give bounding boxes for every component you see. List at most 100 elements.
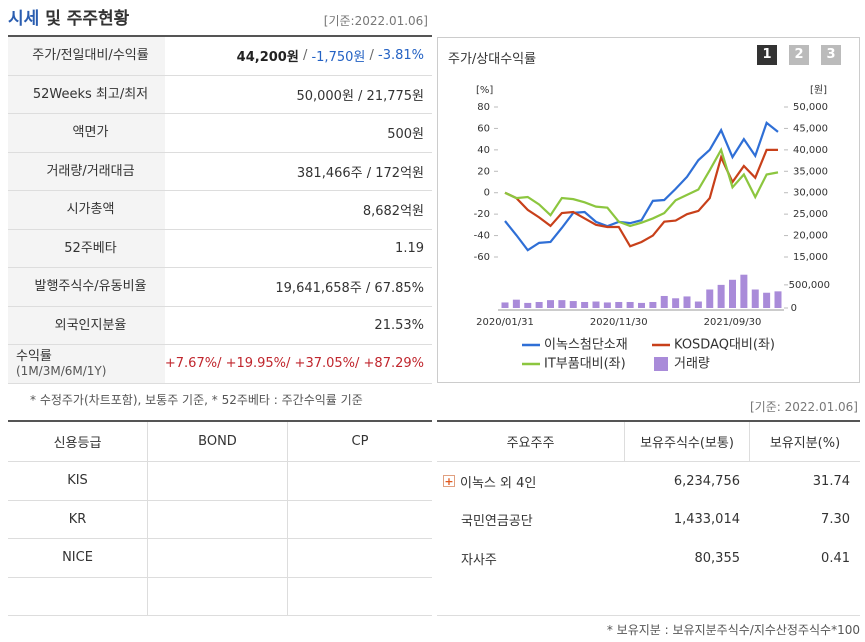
row-label: 52주베타: [8, 229, 165, 268]
holder-text: 6,234,756: [673, 473, 740, 489]
holder-text: 국민연금공단: [461, 514, 533, 530]
row-value: 21.53%: [165, 307, 432, 345]
holder-header: 보유주식수(보통): [625, 422, 750, 462]
series-line: [504, 121, 779, 252]
value-part: +7.67%/ +19.95%/ +37.05%/ +87.29%: [164, 356, 424, 372]
chart-button[interactable]: 1: [757, 45, 777, 65]
credit-cell: [288, 539, 432, 578]
holder-cell: 80,355: [625, 539, 750, 578]
legend-label: KOSDAQ대비(좌): [674, 338, 775, 353]
holder-top: [437, 420, 860, 422]
volume-bar: [558, 300, 566, 308]
volume-bar: [717, 284, 725, 308]
label-text: 52Weeks 최고/최저: [32, 86, 149, 102]
value-part: /: [298, 48, 312, 64]
y-tick-label: 80: [477, 102, 490, 113]
holder-cell: 자사주: [437, 539, 625, 578]
volume-bar: [706, 289, 714, 308]
label-sub: (1M/3M/6M/1Y): [16, 363, 107, 378]
volume-bar: [751, 289, 759, 308]
holder-text: 자사주: [461, 552, 497, 568]
holder-cell: [437, 578, 625, 616]
row-label: 주가/전일대비/수익률: [8, 37, 165, 76]
volume-bar: [672, 298, 680, 308]
chart-button[interactable]: 2: [789, 45, 809, 65]
credit-cell: [288, 501, 432, 539]
row-value: 381,466주 / 172억원: [165, 153, 432, 191]
y-unit: [%]: [476, 85, 493, 96]
credit-cell: [148, 577, 288, 616]
legend-swatch: [654, 357, 668, 371]
series-line: [504, 148, 778, 248]
volume-tick-label: 500,000: [789, 280, 830, 291]
row-value: 8,682억원: [165, 191, 432, 230]
holder-text: 31.74: [812, 473, 850, 489]
y-tick-label: -40: [474, 231, 490, 242]
price-note: * 수정주가(차트포함), 보통주 기준, * 52주베타 : 주간수익률 기준: [30, 393, 363, 407]
volume-bar: [638, 302, 645, 308]
row-value: 500원: [165, 114, 432, 153]
volume-bar: [547, 300, 554, 308]
value-part: 50,000원 / 21,775원: [296, 88, 424, 104]
y2-tick-label: 15,000: [793, 252, 828, 263]
y2-unit: [원]: [810, 84, 827, 96]
volume-bar: [774, 291, 782, 308]
holder-cell: [750, 578, 860, 616]
volume-bar: [615, 301, 623, 308]
label-text: 주가/전일대비/수익률: [32, 48, 149, 64]
credit-cell: KR: [8, 500, 148, 539]
credit-cell: [148, 500, 288, 539]
row-value: +7.67%/ +19.95%/ +37.05%/ +87.29%: [165, 345, 432, 384]
value-part: 21.53%: [374, 317, 424, 333]
row-label: 수익률 (1M/3M/6M/1Y): [8, 345, 165, 384]
credit-header: BOND: [148, 422, 288, 462]
volume-bar: [649, 301, 657, 308]
label-text: 거래량/거래대금: [46, 163, 135, 179]
holder-cell: 국민연금공단: [437, 501, 625, 540]
label-text: 발행주식수/유동비율: [34, 279, 147, 295]
y2-tick-label: 40,000: [793, 145, 828, 156]
volume-bar: [626, 301, 634, 308]
expand-icon[interactable]: +: [443, 475, 455, 489]
y-tick-label: 20: [477, 166, 490, 177]
row-label: 액면가: [8, 114, 165, 153]
holder-cell: + 이녹스 외 4인: [437, 462, 625, 501]
y2-tick-label: 50,000: [793, 102, 828, 113]
value-part: 381,466주 / 172억원: [296, 165, 424, 181]
holder-cell: 31.74: [750, 462, 860, 501]
header-title: 시세 및 주주현황: [8, 4, 129, 29]
series-line: [504, 147, 779, 228]
holder-note: * 보유지분 : 보유지분주식수/지수산정주식수*100: [606, 623, 860, 637]
volume-bar: [740, 274, 748, 308]
chart-panel: [437, 37, 860, 383]
y2-tick-label: 20,000: [793, 231, 828, 242]
label-text: 수익률: [16, 348, 52, 364]
volume-bar: [729, 279, 736, 308]
credit-cell: KIS: [8, 462, 148, 501]
label-text: 외국인지분율: [54, 317, 127, 333]
volume-bar: [683, 296, 691, 308]
label-text: 액면가: [72, 125, 109, 141]
y-tick-label: 0: [484, 188, 490, 199]
y-tick-label: -60: [474, 252, 490, 263]
credit-cell: NICE: [8, 539, 148, 578]
volume-bar: [501, 302, 509, 308]
holder-cell: 7.30: [750, 501, 860, 540]
volume-bar: [763, 292, 771, 308]
volume-bar: [535, 301, 543, 308]
value-part: 500원: [387, 127, 424, 143]
legend-label: IT부품대비(좌): [544, 357, 626, 372]
volume-bar: [569, 301, 577, 308]
holder-text: 이녹스 외 4인: [460, 475, 537, 491]
holder-cell: 1,433,014: [625, 501, 750, 540]
holder-text: 7.30: [821, 512, 850, 528]
volume-tick-label: 0: [791, 303, 797, 314]
holder-header: 보유지분(%): [750, 422, 860, 462]
chart-button[interactable]: 3: [821, 45, 841, 65]
legend-label: 거래량: [674, 357, 710, 372]
row-label: 시가총액: [8, 191, 165, 230]
volume-bar: [592, 301, 600, 308]
y-tick-label: -20: [474, 209, 490, 220]
